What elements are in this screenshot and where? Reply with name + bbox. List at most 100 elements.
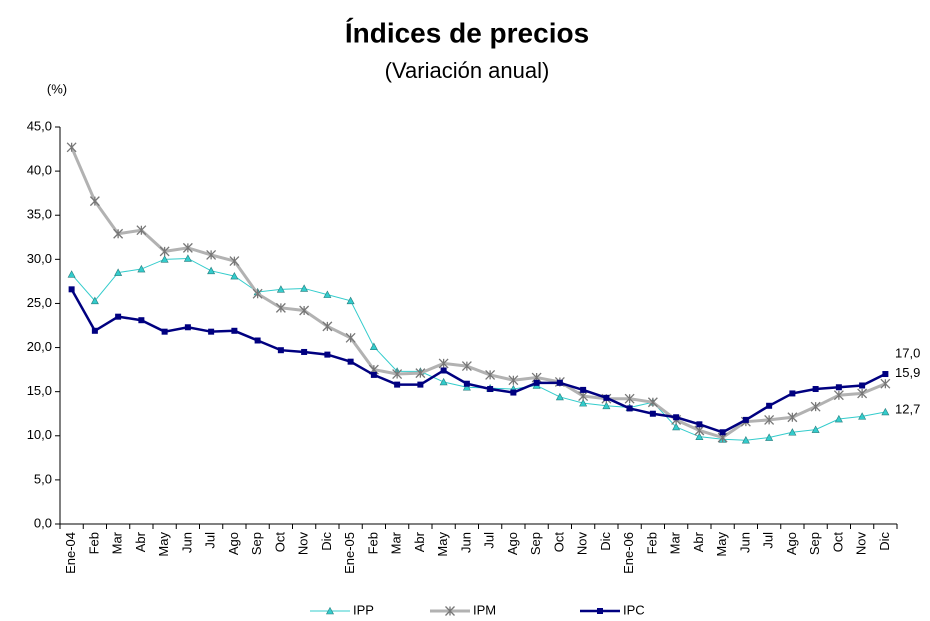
data-point [788,428,797,436]
y-tick-label: 25,0 [27,295,52,310]
data-point [438,358,449,369]
data-point [440,367,447,374]
y-tick-label: 40,0 [27,163,52,178]
x-tick-label: May [714,532,729,557]
data-point [764,414,775,425]
data-point [882,371,889,378]
data-point [881,407,890,416]
data-point [301,348,308,355]
y-tick-label: 30,0 [27,251,52,266]
data-point [649,410,656,417]
data-point [578,391,589,402]
x-tick-label: Ene-04 [63,532,78,574]
x-tick-label: Dic [319,532,334,551]
data-point [66,142,77,153]
legend-marker [445,606,455,616]
chart-subtitle: (Variación anual) [385,58,550,83]
x-tick-label: Jul [761,532,776,549]
x-tick-label: Mar [668,531,683,554]
data-point [647,397,658,408]
y-tick-label: 0,0 [34,515,52,530]
y-tick-label: 45,0 [27,118,52,133]
data-point [463,380,470,387]
data-point [673,414,680,421]
x-tick-label: Nov [854,532,869,556]
x-tick-label: Jun [737,532,752,553]
data-point [719,429,726,436]
x-tick-label: Jun [179,532,194,553]
data-point [417,381,424,388]
y-tick-label: 5,0 [34,471,52,486]
data-point [833,390,844,401]
data-point [90,296,99,305]
data-point [812,386,819,393]
x-tick-label: Dic [877,532,892,551]
x-tick-label: Jul [482,532,497,549]
data-point [345,332,356,343]
data-point [159,246,170,257]
x-tick-label: Ago [505,532,520,555]
y-tick-label: 20,0 [27,339,52,354]
legend-label: IPC [623,602,645,617]
data-point [229,256,240,267]
data-point [694,425,705,436]
data-point [323,290,332,298]
data-point [206,249,217,260]
data-point [394,381,401,388]
data-point [299,305,310,316]
x-tick-label: Ago [784,532,799,555]
data-point [533,379,540,386]
x-tick-label: Ene-05 [342,532,357,574]
value-label: 17,0 [895,345,920,360]
data-point [231,327,238,334]
data-point [182,242,193,253]
data-point [68,286,75,293]
data-point [695,432,704,440]
data-point [392,369,403,379]
x-tick-label: Nov [575,532,590,556]
data-point [370,371,377,378]
data-point [766,402,773,409]
data-point [207,266,216,275]
data-point [277,347,284,354]
data-point [67,270,76,278]
data-point [89,196,100,207]
data-point [789,390,796,397]
y-axis-label: (%) [47,81,67,96]
data-point [858,412,867,420]
y-tick-label: 35,0 [27,207,52,222]
series-line [70,288,886,434]
data-point [602,401,611,410]
data-point [462,383,471,391]
x-tick-label: Sep [528,532,543,555]
data-point [138,317,145,324]
data-point [672,422,681,431]
data-point [439,377,448,386]
x-tick-label: Sep [249,532,264,555]
legend-label: IPP [353,602,374,617]
data-point [91,327,98,334]
data-point [555,392,564,401]
x-tick-label: Sep [807,532,822,555]
y-tick-label: 10,0 [27,427,52,442]
data-point [276,285,285,293]
x-tick-label: Mar [389,531,404,554]
data-point [834,414,843,423]
data-point [183,254,192,262]
data-point [137,264,146,273]
data-point [208,328,215,335]
data-point [696,421,703,428]
data-point [579,399,588,407]
x-tick-label: Dic [598,532,613,551]
x-tick-label: Jul [203,532,218,549]
data-point [556,379,563,386]
x-tick-label: May [156,532,171,557]
data-point [254,337,261,344]
data-point [626,405,633,412]
x-tick-label: Oct [272,532,287,553]
data-point [810,401,821,412]
series-line [71,257,886,441]
x-tick-label: Ago [226,532,241,555]
data-point [252,288,263,299]
